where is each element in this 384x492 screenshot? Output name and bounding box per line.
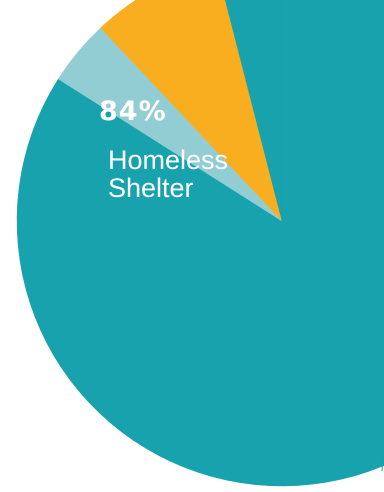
pie-slice-4	[224, 0, 283, 222]
slice-category-label: Homeless Shelter	[108, 145, 229, 203]
pie-slice-1	[16, 0, 384, 487]
decorative-text-fragment	[381, 456, 384, 472]
slice-percent-label: 84%	[99, 96, 167, 127]
pie-slice-3	[100, 0, 283, 222]
